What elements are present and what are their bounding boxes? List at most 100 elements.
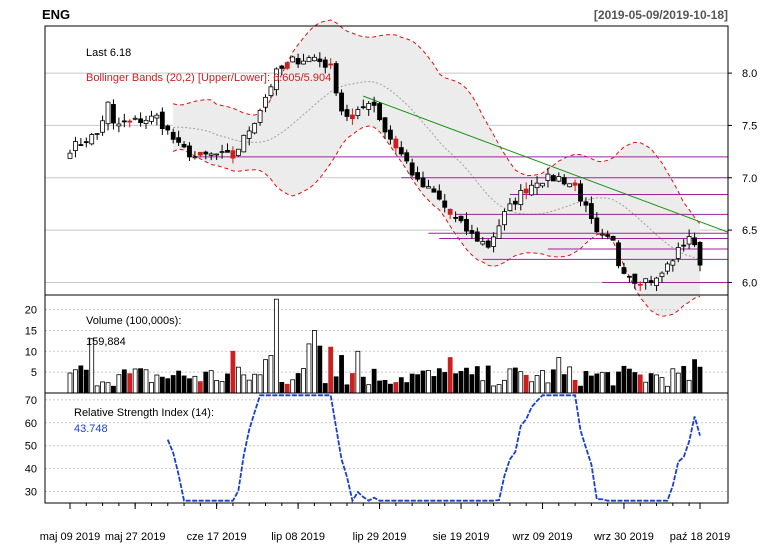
candle-body [637, 283, 643, 286]
candle-body [73, 141, 78, 151]
volume-bar [322, 383, 328, 394]
candle-body [583, 201, 589, 206]
candle-body [89, 134, 95, 145]
candle-body [556, 176, 562, 182]
volume-bar [507, 368, 513, 394]
volume-bar [556, 357, 562, 394]
volume-bar [263, 359, 268, 394]
rsi-label: Relative Strength Index (14): [74, 407, 214, 419]
candle-body [132, 117, 138, 120]
candle-body [426, 186, 431, 189]
volume-value: 159,884 [86, 336, 126, 348]
candle-body [105, 101, 111, 125]
volume-bar [480, 380, 486, 394]
candle-body [529, 184, 535, 196]
volume-bar [111, 385, 116, 394]
volume-bar [567, 366, 573, 394]
volume-bar [132, 368, 138, 394]
candle-body [333, 63, 339, 94]
volume-bar [610, 385, 616, 394]
volume-bar [279, 381, 285, 394]
volume-bar [311, 330, 317, 394]
candle-body [246, 130, 252, 139]
volume-tick-label: 5 [31, 367, 37, 379]
volume-bar [116, 374, 122, 394]
volume-bar [176, 370, 182, 394]
candle-body [339, 92, 344, 112]
candle-body [241, 134, 247, 153]
volume-bar [447, 357, 453, 394]
candle-body [290, 56, 296, 63]
candle-body [561, 177, 567, 185]
volume-bar [686, 379, 692, 394]
volume-bar [594, 373, 600, 394]
volume-bar [214, 380, 220, 394]
candle-body [127, 120, 133, 123]
candle-body [306, 57, 312, 63]
volume-bar [496, 384, 502, 394]
volume-bar [192, 375, 198, 394]
price-tick-label: 7.5 [742, 120, 757, 132]
candle-body [388, 129, 393, 140]
volume-bar [534, 375, 540, 394]
candle-body [659, 272, 665, 277]
candle-body [512, 200, 518, 205]
volume-bar [138, 368, 144, 394]
candle-body [665, 263, 670, 272]
trend-line [363, 95, 729, 233]
candle-body [203, 151, 209, 155]
candle-body [550, 175, 556, 182]
candle-body [485, 240, 491, 248]
candle-body [621, 267, 627, 274]
volume-bar [485, 365, 491, 394]
candle-body [474, 231, 480, 242]
price-tick-label: 6.5 [742, 225, 757, 237]
volume-bar [398, 377, 404, 394]
volume-bar [605, 372, 611, 394]
volume-bar [588, 375, 594, 394]
volume-bar [143, 369, 149, 394]
candle-body [263, 96, 268, 108]
volume-bar [170, 375, 176, 394]
volume-label: Volume (100,000s): [86, 315, 181, 327]
volume-bar [344, 384, 350, 394]
x-tick-label: wrz 09 2019 [512, 531, 573, 543]
x-tick-label: paź 18 2019 [670, 531, 731, 543]
candle-body [681, 244, 687, 247]
volume-bar [675, 372, 681, 394]
candle-body [252, 123, 258, 134]
candle-body [78, 144, 84, 146]
candle-body [654, 277, 659, 286]
volume-bar [317, 345, 323, 394]
candle-body [567, 183, 573, 188]
candle-body [311, 56, 317, 62]
candle-body [431, 188, 437, 193]
volume-bar [105, 382, 111, 394]
candle-body [442, 200, 448, 208]
volume-bar [94, 385, 100, 394]
candle-body [626, 275, 632, 278]
volume-bar [219, 381, 225, 394]
volume-bar [529, 381, 535, 394]
candle-body [322, 59, 328, 68]
volume-bar [512, 367, 518, 394]
volume-tick-label: 20 [25, 305, 37, 317]
rsi-tick-label: 40 [25, 464, 37, 476]
candle-body [301, 60, 306, 65]
volume-bar [469, 374, 475, 394]
volume-bar [670, 368, 676, 394]
candle-body [594, 217, 600, 233]
candle-body [192, 156, 198, 159]
candle-body [181, 143, 187, 148]
x-tick-label: sie 19 2019 [433, 531, 490, 543]
volume-bar [360, 376, 366, 394]
rsi-tick-label: 30 [25, 487, 37, 499]
volume-bar [127, 373, 133, 394]
x-tick-label: maj 09 2019 [40, 531, 101, 543]
candle-body [377, 103, 382, 121]
candle-body [675, 247, 681, 259]
volume-bar [121, 369, 127, 394]
volume-bar [654, 374, 659, 394]
bollinger-band-fill [173, 20, 701, 317]
candle-body [648, 280, 654, 284]
